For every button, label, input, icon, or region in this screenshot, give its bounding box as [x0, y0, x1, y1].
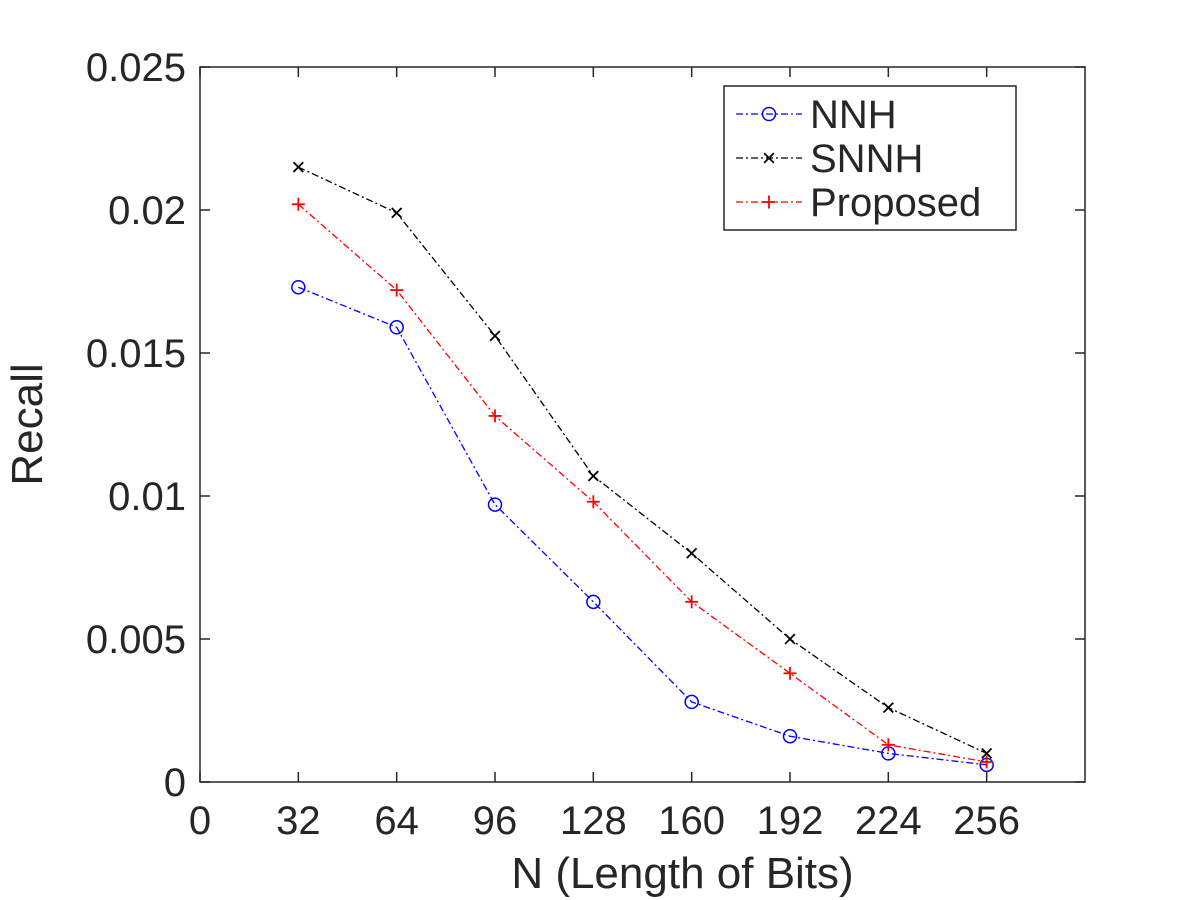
- legend-entry-snnh: SNNH: [736, 137, 923, 181]
- legend-marker-snnh: [763, 152, 775, 164]
- x-tick-label: 256: [953, 799, 1020, 843]
- data-point-proposed: [783, 666, 797, 680]
- legend-entry-proposed: Proposed: [736, 181, 981, 225]
- data-point-proposed: [980, 755, 994, 769]
- data-point-snnh: [882, 702, 894, 714]
- data-point-snnh: [981, 747, 993, 759]
- series-line-snnh: [298, 166, 987, 754]
- data-point-nnh: [389, 320, 404, 335]
- data-point-proposed: [881, 738, 895, 752]
- data-point-proposed: [685, 595, 699, 609]
- data-point-snnh: [489, 330, 501, 342]
- legend-label-nnh: NNH: [810, 93, 897, 137]
- data-point-snnh: [784, 633, 796, 645]
- data-point-nnh: [684, 694, 699, 710]
- series-layer: [291, 161, 994, 773]
- data-point-nnh: [291, 279, 306, 295]
- x-tick-label: 160: [658, 799, 725, 843]
- y-tick-label: 0.005: [86, 618, 186, 662]
- series-nnh: [291, 279, 994, 773]
- legend-marker-proposed: [762, 195, 776, 209]
- data-point-proposed: [586, 495, 600, 509]
- y-tick-label: 0.015: [86, 332, 186, 376]
- data-point-snnh: [587, 470, 599, 482]
- x-tick-label: 96: [473, 799, 518, 843]
- data-point-nnh: [487, 497, 503, 512]
- marker-stroke: [489, 330, 501, 342]
- x-tick-label: 128: [560, 799, 627, 843]
- data-point-proposed: [291, 197, 305, 211]
- plot-area-frame: [199, 66, 1086, 783]
- data-point-nnh: [586, 594, 601, 610]
- marker-stroke: [763, 152, 775, 164]
- marker-stroke: [587, 470, 599, 482]
- data-point-snnh: [686, 547, 698, 559]
- x-tick-label: 64: [374, 799, 419, 843]
- x-tick-label: 192: [757, 799, 824, 843]
- y-tick-label: 0.02: [108, 189, 186, 233]
- marker-stroke: [391, 207, 403, 219]
- x-tick-label: 224: [855, 799, 922, 843]
- legend-label-snnh: SNNH: [810, 137, 923, 181]
- x-tick-label: 32: [276, 799, 321, 843]
- data-point-snnh: [292, 161, 304, 173]
- y-tick-label: 0.025: [86, 46, 186, 90]
- data-point-proposed: [390, 283, 404, 297]
- legend-entry-nnh: NNH: [736, 93, 897, 137]
- marker-stroke: [686, 547, 698, 559]
- series-proposed: [291, 197, 994, 769]
- series-snnh: [292, 161, 993, 759]
- ticks-layer: 0 32 64 96 128 160 192 224 256 0 0.005 0.01 0.015 0.0…: [86, 46, 1085, 843]
- y-tick-label: 0.01: [108, 475, 186, 519]
- x-tick-label: 0: [189, 799, 211, 843]
- marker-stroke: [292, 161, 304, 173]
- marker-stroke: [882, 702, 894, 714]
- series-line-proposed: [297, 203, 987, 763]
- series-line-nnh: [298, 286, 987, 766]
- legend-label-proposed: Proposed: [810, 181, 981, 225]
- data-point-nnh: [782, 728, 798, 744]
- x-axis-label: N (Length of Bits): [511, 849, 853, 898]
- y-tick-label: 0: [164, 761, 186, 805]
- data-point-proposed: [488, 409, 502, 423]
- data-point-snnh: [391, 207, 403, 219]
- marker-stroke: [981, 747, 993, 759]
- y-axis-label: Recall: [3, 363, 52, 485]
- marker-stroke: [784, 633, 796, 645]
- legend-marker-nnh: [761, 106, 777, 122]
